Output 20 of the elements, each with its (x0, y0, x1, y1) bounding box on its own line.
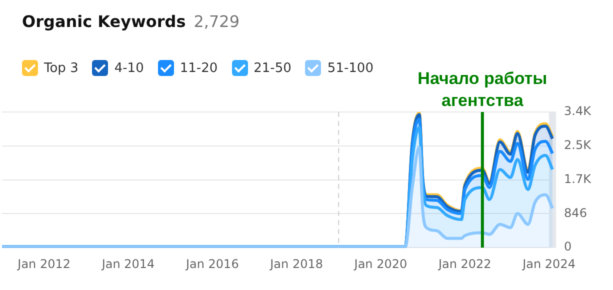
x-tick-label: Jan 2018 (269, 256, 323, 271)
legend-label: 11-20 (180, 60, 218, 76)
y-tick-label: 2.5K (564, 138, 592, 152)
x-tick-label: Jan 2016 (184, 256, 239, 271)
y-tick-label: 846 (564, 206, 587, 220)
x-tick-label: Jan 2020 (353, 256, 408, 271)
legend-label: 51-100 (327, 60, 374, 76)
y-tick-label: 3.4K (564, 104, 592, 118)
legend-label: Top 3 (44, 60, 78, 76)
ref-line-label: Начало работы агентства (418, 69, 548, 110)
chart-subtitle: 2,729 (194, 12, 240, 31)
legend-label: 4-10 (114, 60, 144, 76)
x-tick-label: Jan 2022 (437, 256, 492, 271)
y-tick-label: 0 (564, 240, 572, 254)
y-tick-label: 1.7K (564, 172, 592, 186)
x-tick-label: Jan 2024 (522, 256, 576, 271)
legend-label: 21-50 (254, 60, 292, 76)
chart-title: Organic Keywords (22, 12, 186, 31)
x-tick-label: Jan 2014 (100, 256, 155, 271)
x-tick-label: Jan 2012 (16, 256, 71, 271)
